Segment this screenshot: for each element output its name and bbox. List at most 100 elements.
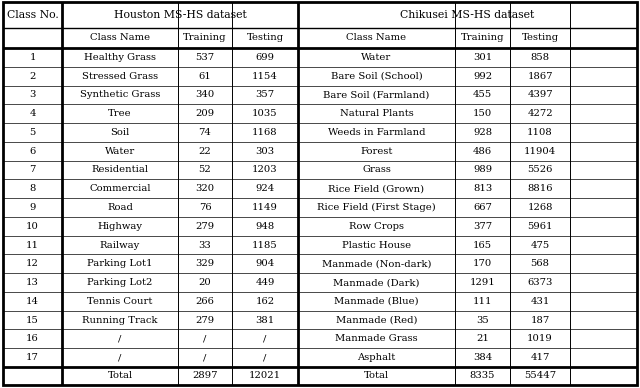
Text: Manmade (Dark): Manmade (Dark) <box>333 278 420 287</box>
Text: Water: Water <box>362 53 392 62</box>
Text: 1154: 1154 <box>252 72 278 81</box>
Text: 301: 301 <box>473 53 492 62</box>
Text: /: / <box>263 353 267 362</box>
Text: 1108: 1108 <box>527 128 553 137</box>
Text: Water: Water <box>105 147 135 156</box>
Text: Running Track: Running Track <box>83 315 157 325</box>
Text: 1268: 1268 <box>527 203 553 212</box>
Text: Rice Field (Grown): Rice Field (Grown) <box>328 184 424 193</box>
Text: Training: Training <box>183 33 227 43</box>
Text: 7: 7 <box>29 165 36 175</box>
Text: 22: 22 <box>198 147 211 156</box>
Text: 1168: 1168 <box>252 128 278 137</box>
Text: Parking Lot2: Parking Lot2 <box>87 278 153 287</box>
Text: 3: 3 <box>29 90 36 99</box>
Text: Class No.: Class No. <box>6 10 58 20</box>
Text: 340: 340 <box>195 90 214 99</box>
Text: 858: 858 <box>531 53 550 62</box>
Text: 6: 6 <box>29 147 36 156</box>
Text: /: / <box>118 334 122 343</box>
Text: 537: 537 <box>195 53 214 62</box>
Text: 449: 449 <box>255 278 275 287</box>
Text: 2: 2 <box>29 72 36 81</box>
Text: Synthetic Grass: Synthetic Grass <box>80 90 160 99</box>
Text: Total: Total <box>364 371 389 381</box>
Text: 5526: 5526 <box>527 165 553 175</box>
Text: 15: 15 <box>26 315 39 325</box>
Text: 4: 4 <box>29 109 36 118</box>
Text: 8: 8 <box>29 184 36 193</box>
Text: /: / <box>118 353 122 362</box>
Text: 329: 329 <box>195 259 214 268</box>
Text: Row Crops: Row Crops <box>349 222 404 231</box>
Text: Railway: Railway <box>100 241 140 249</box>
Text: 52: 52 <box>198 165 211 175</box>
Text: 1: 1 <box>29 53 36 62</box>
Text: 279: 279 <box>195 222 214 231</box>
Text: 76: 76 <box>198 203 211 212</box>
Text: 33: 33 <box>198 241 211 249</box>
Text: Testing: Testing <box>522 33 559 43</box>
Text: 431: 431 <box>531 297 550 306</box>
Text: /: / <box>263 334 267 343</box>
Text: 5: 5 <box>29 128 36 137</box>
Text: Manmade (Non-dark): Manmade (Non-dark) <box>322 259 431 268</box>
Text: 187: 187 <box>531 315 550 325</box>
Text: Manmade (Blue): Manmade (Blue) <box>334 297 419 306</box>
Text: Class Name: Class Name <box>90 33 150 43</box>
Text: 9: 9 <box>29 203 36 212</box>
Text: 74: 74 <box>198 128 211 137</box>
Text: 150: 150 <box>473 109 492 118</box>
Text: 568: 568 <box>531 259 550 268</box>
Text: Training: Training <box>461 33 504 43</box>
Text: 992: 992 <box>473 72 492 81</box>
Text: 384: 384 <box>473 353 492 362</box>
Text: 5961: 5961 <box>527 222 553 231</box>
Text: 61: 61 <box>198 72 211 81</box>
Text: 948: 948 <box>255 222 275 231</box>
Text: 279: 279 <box>195 315 214 325</box>
Text: 475: 475 <box>531 241 550 249</box>
Text: 209: 209 <box>195 109 214 118</box>
Text: 1035: 1035 <box>252 109 278 118</box>
Text: Healthy Grass: Healthy Grass <box>84 53 156 62</box>
Text: 381: 381 <box>255 315 275 325</box>
Text: 6373: 6373 <box>527 278 553 287</box>
Text: 377: 377 <box>473 222 492 231</box>
Text: 266: 266 <box>196 297 214 306</box>
Text: Parking Lot1: Parking Lot1 <box>87 259 153 268</box>
Text: 8335: 8335 <box>470 371 495 381</box>
Text: 2897: 2897 <box>192 371 218 381</box>
Text: 21: 21 <box>476 334 489 343</box>
Text: 11904: 11904 <box>524 147 556 156</box>
Text: Weeds in Farmland: Weeds in Farmland <box>328 128 425 137</box>
Text: Total: Total <box>108 371 132 381</box>
Text: Manmade (Red): Manmade (Red) <box>336 315 417 325</box>
Text: 699: 699 <box>255 53 275 62</box>
Text: /: / <box>204 334 207 343</box>
Text: Bare Soil (School): Bare Soil (School) <box>331 72 422 81</box>
Text: 455: 455 <box>473 90 492 99</box>
Text: Testing: Testing <box>246 33 284 43</box>
Text: Houston MS-HS dataset: Houston MS-HS dataset <box>114 10 246 20</box>
Text: 111: 111 <box>473 297 492 306</box>
Text: Forest: Forest <box>360 147 393 156</box>
Text: 320: 320 <box>195 184 214 193</box>
Text: Natural Plants: Natural Plants <box>340 109 413 118</box>
Text: Tree: Tree <box>108 109 132 118</box>
Text: 303: 303 <box>255 147 275 156</box>
Text: Stressed Grass: Stressed Grass <box>82 72 158 81</box>
Text: Road: Road <box>107 203 133 212</box>
Text: 55447: 55447 <box>524 371 556 381</box>
Text: 16: 16 <box>26 334 39 343</box>
Text: 14: 14 <box>26 297 39 306</box>
Text: 928: 928 <box>473 128 492 137</box>
Text: Commercial: Commercial <box>89 184 151 193</box>
Text: Class Name: Class Name <box>346 33 406 43</box>
Text: 12021: 12021 <box>249 371 281 381</box>
Text: 165: 165 <box>473 241 492 249</box>
Text: Manmade Grass: Manmade Grass <box>335 334 418 343</box>
Text: 813: 813 <box>473 184 492 193</box>
Text: /: / <box>204 353 207 362</box>
Text: 1867: 1867 <box>527 72 553 81</box>
